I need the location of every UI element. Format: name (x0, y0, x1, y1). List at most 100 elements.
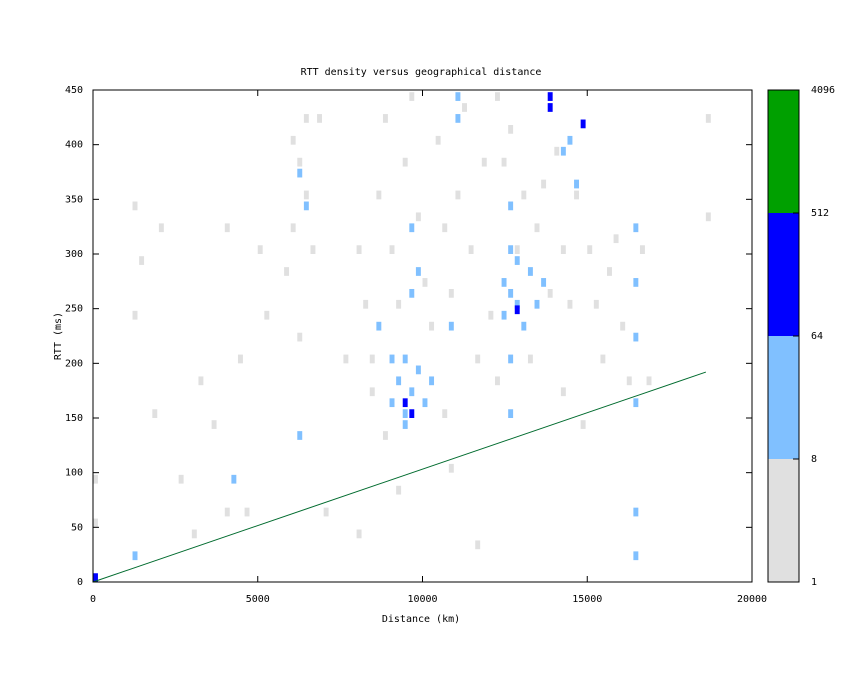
density-cell (363, 299, 369, 309)
density-cell (455, 114, 461, 123)
density-cell (514, 256, 520, 265)
colorbar-tick-label: 512 (811, 208, 829, 219)
density-cell (93, 573, 98, 582)
density-cell (705, 114, 711, 123)
density-cell (290, 135, 296, 145)
density-cell (198, 376, 204, 386)
overlay: 0 5000 10000 15000 20000 0 50 100 150 200 250 300 35… (65, 85, 835, 605)
y-tick-label: 150 (65, 413, 83, 424)
density-cell (422, 278, 428, 287)
density-cell (224, 507, 230, 517)
density-cell (501, 310, 507, 320)
colorbar-band (768, 336, 799, 459)
density-cell (284, 267, 290, 276)
density-cell (376, 321, 382, 331)
x-tick-label: 10000 (407, 594, 437, 605)
density-cell (132, 310, 138, 320)
density-cell (580, 420, 586, 429)
colorbar-tick-label: 64 (811, 331, 823, 342)
density-cell (455, 92, 461, 101)
density-cell (705, 212, 711, 222)
density-cell (508, 201, 514, 211)
density-cell (494, 376, 500, 386)
density-cell (297, 168, 303, 178)
density-cell (481, 157, 487, 167)
density-cell (382, 114, 388, 123)
density-cell (429, 321, 435, 331)
density-cell (488, 310, 494, 320)
density-cell (534, 223, 540, 233)
density-cell (508, 124, 514, 134)
density-cell (435, 135, 441, 145)
density-cell (323, 507, 329, 517)
density-cell (402, 157, 408, 167)
density-cell (494, 92, 500, 101)
density-cell (448, 463, 454, 473)
density-cell (633, 223, 639, 233)
x-tick-label: 15000 (572, 594, 602, 605)
density-cell (600, 354, 606, 364)
density-cell (527, 354, 533, 364)
density-cell (376, 190, 382, 200)
y-tick-label: 350 (65, 194, 83, 205)
density-cell (547, 288, 553, 298)
density-cell (343, 354, 349, 364)
density-cell (442, 409, 448, 418)
density-cell (633, 507, 639, 517)
density-cell (567, 135, 573, 145)
density-cell (567, 299, 573, 309)
density-cell (633, 278, 639, 287)
density-cell (448, 321, 454, 331)
reference-line (92, 371, 707, 583)
density-cell (303, 201, 309, 211)
density-cell (402, 354, 408, 364)
density-cell (356, 245, 362, 254)
density-cell (310, 245, 316, 254)
density-cell (514, 305, 520, 315)
density-cell (475, 354, 481, 364)
x-axis-label: Distance (km) (382, 614, 460, 625)
density-cell (574, 179, 580, 189)
density-cell (620, 321, 626, 331)
density-cell (244, 507, 250, 517)
density-cell (508, 288, 514, 298)
density-cell (633, 551, 639, 561)
density-cell (356, 529, 362, 539)
density-cell (402, 420, 408, 429)
y-tick-label: 450 (65, 85, 83, 96)
colorbar-tick-label: 8 (811, 454, 817, 465)
density-cell (501, 157, 507, 167)
density-cell (409, 387, 415, 397)
x-tick-label: 0 (90, 594, 96, 605)
y-tick-label: 300 (65, 249, 83, 260)
density-cell (541, 179, 547, 189)
density-cell (429, 376, 435, 386)
density-cell (554, 146, 560, 156)
density-cell (93, 518, 98, 528)
density-cell (369, 354, 375, 364)
x-tick-label: 20000 (737, 594, 767, 605)
density-cell (639, 245, 645, 254)
density-cell (132, 201, 138, 211)
density-cell (369, 387, 375, 397)
density-cell (422, 398, 428, 408)
density-cell (626, 376, 632, 386)
density-cell (534, 299, 540, 309)
y-tick-label: 0 (77, 577, 83, 588)
density-cell (560, 387, 566, 397)
y-tick-label: 250 (65, 304, 83, 315)
density-cell (409, 288, 415, 298)
colorbar-band (768, 459, 799, 582)
density-cell (139, 256, 145, 265)
heatmap-cells (93, 92, 711, 582)
y-tick-label: 200 (65, 358, 83, 369)
density-cell (158, 223, 164, 233)
density-cell (264, 310, 270, 320)
density-cell (402, 398, 408, 408)
density-cell (389, 245, 395, 254)
density-cell (462, 103, 467, 112)
density-cell (547, 103, 553, 112)
x-tick-label: 5000 (246, 594, 270, 605)
density-cell (442, 223, 448, 233)
